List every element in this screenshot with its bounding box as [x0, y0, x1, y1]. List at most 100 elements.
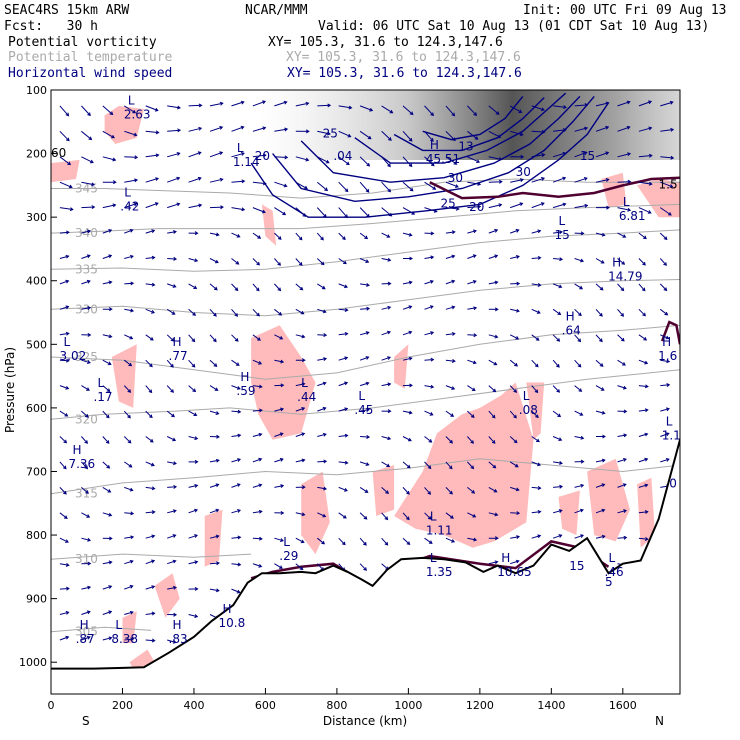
wind-vector-83: [595, 151, 610, 158]
wind-vector-554: [188, 614, 199, 618]
wind-vector-72: [359, 156, 371, 167]
wind-vector-18: [445, 105, 456, 117]
extremum-value-3: 45.51: [426, 152, 460, 166]
wind-vector-61: [124, 155, 139, 160]
wind-vector-431: [595, 458, 606, 463]
wind-vector-126: [274, 207, 287, 216]
wind-vector-464: [59, 512, 68, 520]
wind-vector-319: [59, 385, 70, 390]
pv-region-15: [122, 611, 137, 644]
wind-vector-527: [209, 561, 220, 566]
wind-vector-360: [317, 406, 327, 412]
wind-vector-163: [445, 230, 456, 235]
wind-vector-280: [467, 333, 478, 338]
wind-vector-242: [274, 308, 283, 316]
theta-label-340: 340: [75, 226, 98, 240]
wind-contour-40: [393, 97, 545, 152]
wind-vector-442: [209, 483, 220, 488]
wind-vector-283: [531, 334, 540, 341]
wind-vector-417: [295, 458, 306, 463]
wind-vector-278: [424, 331, 435, 336]
extremum-value-11: .17: [93, 390, 112, 404]
wind-vector-485: [510, 511, 521, 516]
wind-vector-447: [317, 486, 328, 491]
wind-vector-303: [338, 356, 349, 361]
extremum-value-0: 2.63: [124, 107, 151, 121]
wind-vector-356: [231, 409, 242, 414]
wind-vector-197: [553, 257, 564, 262]
wind-vector-275: [359, 331, 370, 336]
wind-vector-80: [531, 153, 546, 158]
wind-vector-165: [488, 228, 499, 234]
wind-vector-310: [488, 359, 498, 366]
wind-vector-514: [531, 534, 542, 539]
extremum-value-21: 10.65: [497, 565, 531, 579]
wind-vector-494: [102, 536, 113, 541]
wind-vector-159: [359, 232, 369, 240]
wind-vector-40: [295, 129, 310, 134]
wind-vector-378: [81, 436, 89, 444]
wind-vector-376: [660, 407, 670, 412]
extremum-value-22: .46: [605, 565, 624, 579]
wind-vector-57: [660, 127, 675, 132]
y-tick-label-1000: 1000: [19, 656, 47, 669]
wind-vector-306: [402, 356, 413, 361]
wind-vector-277: [402, 330, 413, 336]
center-name: NCAR/MMM: [245, 3, 308, 18]
wind-vector-357: [252, 408, 263, 413]
wind-vector-412: [188, 459, 199, 464]
wind-vector-184: [274, 258, 281, 266]
wind-vector-74: [402, 156, 413, 168]
wind-vector-390: [338, 433, 349, 438]
wind-vector-374: [617, 409, 628, 414]
wind-vector-545: [188, 586, 199, 591]
extremum-value-26: .83: [169, 632, 188, 646]
wind-vector-436: [81, 487, 89, 494]
wind-vector-547: [231, 588, 241, 594]
wind-vector-465: [81, 512, 91, 518]
wind-vector-172: [638, 232, 647, 240]
wind-vector-274: [338, 331, 349, 336]
wind-vector-35: [188, 126, 203, 132]
wind-vector-451: [402, 487, 410, 495]
x-axis-label: Distance (km): [323, 714, 407, 728]
wind-vector-21: [509, 105, 523, 113]
wind-vector-449: [359, 486, 369, 493]
wind-vector-363: [381, 409, 392, 414]
wind-vector-213: [274, 283, 282, 292]
wind-vector-261: [59, 331, 70, 336]
wind-vector-232: [59, 305, 70, 310]
theta-contour-305: [51, 626, 152, 633]
wind-vector-45: [402, 130, 413, 142]
wind-vector-511: [467, 537, 478, 542]
wind-vector-12: [317, 103, 332, 108]
wind-vector-272: [295, 334, 306, 339]
wind-vector-409: [124, 461, 133, 468]
field-pv-name: Potential vorticity: [8, 35, 157, 50]
wind-vector-31: [102, 130, 115, 139]
wind-vector-432: [617, 458, 627, 463]
wind-vector-43: [359, 130, 372, 140]
wind-vector-182: [231, 258, 240, 265]
wind-vector-37: [231, 125, 245, 132]
wind-vector-240: [231, 308, 239, 317]
extremum-value-20: 1.35: [426, 565, 453, 579]
wind-vector-483: [467, 512, 477, 518]
wind-vector-312: [531, 359, 539, 368]
wind-vector-341: [531, 385, 539, 394]
wind-vector-361: [338, 407, 349, 412]
wind-vector-38: [252, 126, 267, 132]
wind-vector-204: [81, 279, 91, 285]
wind-vector-123: [209, 205, 224, 210]
wind-vector-551: [124, 610, 134, 615]
wind-vector-419: [338, 460, 349, 465]
wind-vector-421: [381, 461, 391, 467]
wind-vector-246: [360, 306, 371, 311]
wind-vector-158: [338, 232, 346, 241]
south-end-label: S: [82, 714, 90, 728]
wind-vector-93: [188, 176, 202, 183]
wind-vector-84: [617, 152, 632, 158]
wind-vector-309: [467, 359, 477, 365]
wind-vector-1: [81, 105, 91, 117]
wind-vector-167: [531, 229, 542, 234]
